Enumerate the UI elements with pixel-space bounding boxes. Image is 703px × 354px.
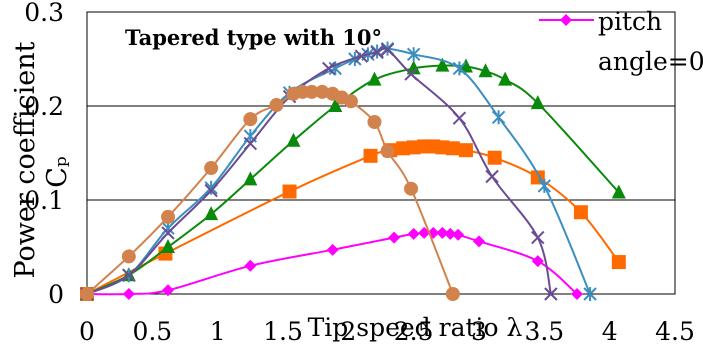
y-axis-symbol: Cₚ xyxy=(42,156,73,188)
data-point xyxy=(544,287,558,301)
data-point xyxy=(269,98,284,113)
data-point xyxy=(162,284,175,297)
data-point xyxy=(204,161,219,176)
x-tick-label: 0 xyxy=(79,317,95,346)
data-point xyxy=(458,58,473,73)
y-tick-label: 0.1 xyxy=(24,186,64,215)
data-point xyxy=(326,243,339,256)
data-point xyxy=(343,94,358,109)
data-point xyxy=(204,206,219,221)
data-point xyxy=(370,45,384,60)
data-point xyxy=(531,230,545,245)
data-point xyxy=(243,171,258,186)
x-tick-label: 3.5 xyxy=(524,317,564,346)
data-point xyxy=(282,184,297,199)
data-point xyxy=(435,57,450,72)
data-point xyxy=(583,287,597,301)
data-point xyxy=(452,111,467,125)
x-axis-ticks: 0 0.5 1 1.5 2 2.5 3 3.5 4 4.5 xyxy=(79,317,695,346)
data-point xyxy=(404,181,419,196)
plot-frame xyxy=(86,11,676,295)
data-point xyxy=(367,114,382,129)
legend: pitch angle=0 xyxy=(539,7,703,76)
data-point xyxy=(121,249,136,264)
legend-label-line-1: pitch xyxy=(598,7,662,36)
data-point xyxy=(491,110,506,125)
data-point xyxy=(478,63,493,78)
data-point xyxy=(161,239,176,253)
data-point xyxy=(537,178,552,193)
data-point xyxy=(473,235,485,248)
data-point xyxy=(363,148,378,163)
data-point xyxy=(611,184,626,199)
data-point xyxy=(388,231,401,244)
data-point xyxy=(458,143,473,158)
data-point xyxy=(531,255,544,268)
data-point xyxy=(322,61,336,76)
data-point xyxy=(487,150,502,165)
data-point xyxy=(354,49,369,63)
y-tick-label: 0 xyxy=(48,280,64,309)
data-point xyxy=(204,183,218,198)
data-point xyxy=(161,209,176,224)
legend-marker xyxy=(560,14,572,26)
data-point xyxy=(304,84,319,99)
data-point xyxy=(380,144,395,159)
data-point xyxy=(367,71,382,86)
legend-label-line-2: angle=0 xyxy=(598,47,703,76)
data-point xyxy=(380,42,395,57)
y-tick-label: 0.3 xyxy=(24,0,64,27)
data-point xyxy=(452,61,467,76)
data-point xyxy=(244,259,257,272)
series-4 xyxy=(80,41,597,301)
data-point xyxy=(444,227,457,240)
data-point xyxy=(80,287,94,301)
x-tick-label: 4.5 xyxy=(655,317,695,346)
data-point xyxy=(243,112,258,127)
data-point xyxy=(485,169,499,184)
data-point xyxy=(445,141,460,156)
data-point xyxy=(328,98,343,112)
series-6 xyxy=(80,84,460,301)
data-point xyxy=(243,136,258,151)
series-2 xyxy=(80,139,626,301)
series-1 xyxy=(81,226,583,300)
data-point xyxy=(315,84,330,99)
data-point xyxy=(498,71,513,86)
data-point xyxy=(573,205,588,220)
data-point xyxy=(452,228,465,241)
data-point xyxy=(122,288,135,300)
data-point xyxy=(436,226,449,239)
data-point xyxy=(404,67,418,81)
data-point xyxy=(530,95,545,110)
x-tick-label: 2 xyxy=(340,317,356,346)
x-tick-label: 3 xyxy=(471,317,487,346)
x-tick-label: 0.5 xyxy=(132,317,172,346)
data-point xyxy=(406,60,421,75)
data-point xyxy=(204,180,218,195)
data-point xyxy=(571,288,583,300)
data-point xyxy=(122,268,136,282)
y-tick-label: 0.2 xyxy=(24,92,64,121)
data-point xyxy=(445,287,460,301)
y-axis-ticks: 0 0.1 0.2 0.3 xyxy=(24,0,64,309)
data-point xyxy=(286,132,301,147)
data-point xyxy=(407,227,420,240)
series-5 xyxy=(80,42,558,301)
series-layer xyxy=(80,41,626,301)
x-axis-label: Tip speed ratio λ xyxy=(308,313,523,342)
data-point xyxy=(611,255,626,270)
x-tick-label: 1.5 xyxy=(263,317,303,346)
data-point xyxy=(161,226,175,240)
x-tick-label: 1 xyxy=(210,317,226,346)
y-axis-label: Power coefficient xyxy=(10,41,41,278)
x-tick-label: 4 xyxy=(602,317,618,346)
data-point xyxy=(243,129,258,144)
data-point xyxy=(406,47,421,62)
chart-title: Tapered type with 10° xyxy=(125,25,382,50)
x-tick-label: 2.5 xyxy=(394,317,434,346)
